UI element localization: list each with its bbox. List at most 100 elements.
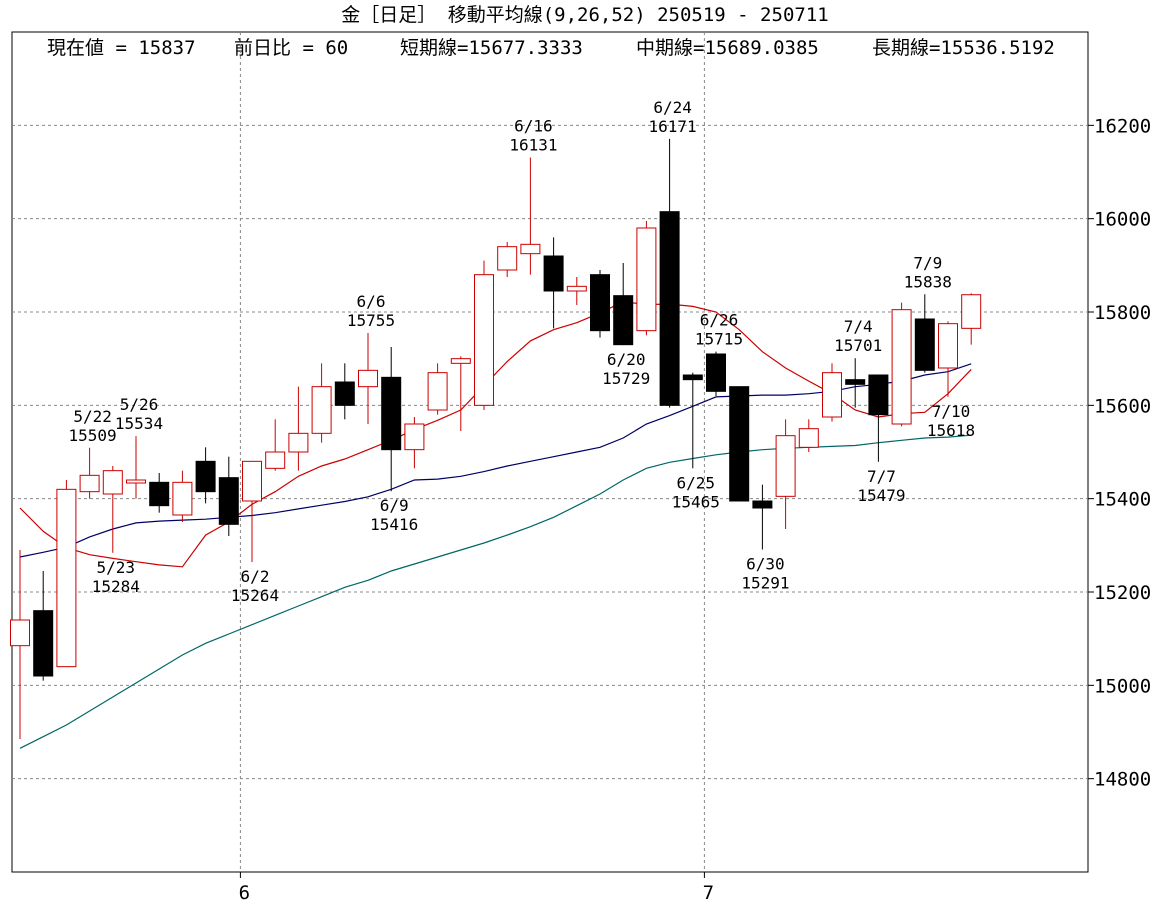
candle-body <box>961 294 982 329</box>
candle <box>172 470 193 522</box>
candle <box>590 270 610 338</box>
candle <box>497 242 518 277</box>
candle-body <box>659 211 680 406</box>
annotation-date: 6/26 <box>700 311 739 330</box>
candle <box>706 351 726 396</box>
annotation-value: 15291 <box>741 574 789 593</box>
annotation-value: 16131 <box>509 136 557 155</box>
annotation-date: 6/25 <box>677 473 716 492</box>
candle-body <box>543 255 564 292</box>
annotation-date: 6/6 <box>357 292 386 311</box>
candle-body <box>868 374 889 416</box>
y-tick-label: 15000 <box>1094 675 1151 697</box>
candle <box>79 447 100 499</box>
candle <box>938 321 958 397</box>
candle <box>474 260 494 410</box>
annotation-date: 5/26 <box>120 395 159 414</box>
annotation-value: 15838 <box>904 272 952 291</box>
annotation-value: 15264 <box>231 586 279 605</box>
candle-body <box>334 381 355 406</box>
candle-body <box>729 386 750 502</box>
y-tick-label: 16000 <box>1094 209 1151 231</box>
long-ma-label: 長期線=15536.5192 <box>872 37 1055 59</box>
candle-body <box>79 474 100 493</box>
candle-body <box>636 227 657 332</box>
candle-body <box>450 358 471 364</box>
candle <box>381 347 402 492</box>
candle <box>265 419 286 471</box>
annotation-date: 6/30 <box>746 555 785 574</box>
y-tick-label: 14800 <box>1094 769 1151 791</box>
candle <box>288 386 309 471</box>
candle <box>775 419 796 529</box>
candle <box>891 302 912 427</box>
candle <box>845 358 866 408</box>
candle-body <box>218 477 239 525</box>
annotation-value: 16171 <box>649 117 697 136</box>
candle <box>752 484 773 550</box>
grid <box>12 32 1088 872</box>
candle-body <box>56 488 77 668</box>
candle <box>149 473 170 513</box>
annotations: 5/22155095/23152845/26155346/2152646/615… <box>69 98 976 605</box>
annotation-date: 7/7 <box>867 467 896 486</box>
candle-body <box>265 451 286 469</box>
annotation-value: 15715 <box>695 330 743 349</box>
annotation-value: 15618 <box>927 421 975 440</box>
annotation-date: 6/24 <box>653 98 692 117</box>
candle <box>682 372 703 469</box>
candle <box>358 333 378 424</box>
annotation-value: 15284 <box>92 577 140 596</box>
candle <box>520 157 541 275</box>
candles <box>10 138 982 739</box>
candle <box>914 294 935 373</box>
annotation-value: 15479 <box>857 486 905 505</box>
candle <box>33 571 54 681</box>
candle-body <box>126 479 146 484</box>
candle-body <box>427 372 448 411</box>
candle-body <box>381 376 402 451</box>
candle-body <box>775 435 796 497</box>
annotation-date: 6/2 <box>241 567 270 586</box>
x-tick-label: 7 <box>703 882 714 902</box>
y-tick-label: 15200 <box>1094 582 1151 604</box>
candle-body <box>33 610 54 677</box>
annotation-date: 6/16 <box>514 117 553 136</box>
annotation-date: 5/22 <box>73 407 112 426</box>
y-tick-label: 15400 <box>1094 489 1151 511</box>
candle-body <box>566 285 587 292</box>
candle <box>102 466 123 553</box>
annotation-date: 7/4 <box>844 317 873 336</box>
candle-body <box>613 295 634 346</box>
moving-averages <box>19 301 972 749</box>
candle-body <box>404 423 425 451</box>
candle <box>961 293 982 345</box>
annotation-value: 15465 <box>672 492 720 511</box>
candle-body <box>682 374 703 381</box>
annotation-value: 15509 <box>69 426 117 445</box>
candle-body <box>102 470 123 495</box>
candle-body <box>288 432 309 453</box>
candle-body <box>891 309 912 425</box>
candle <box>798 419 819 452</box>
candle <box>566 277 587 305</box>
candle-body <box>149 481 170 507</box>
annotation-date: 5/23 <box>97 558 136 577</box>
candle <box>636 221 657 336</box>
y-tick-label: 15600 <box>1094 395 1151 417</box>
candle-body <box>845 379 866 385</box>
short-ma-line <box>19 301 972 568</box>
y-tick-label: 15800 <box>1094 302 1151 324</box>
current-price-label: 現在値 = 15837 <box>47 37 196 59</box>
change-label: 前日比 = 60 <box>234 37 348 59</box>
annotation-value: 15701 <box>834 336 882 355</box>
candle-body <box>497 246 518 271</box>
candle <box>427 363 448 415</box>
mid-ma-label: 中期線=15689.0385 <box>636 37 819 59</box>
y-tick-label: 16200 <box>1094 115 1151 137</box>
candle <box>613 263 634 346</box>
annotation-date: 7/9 <box>913 253 942 272</box>
annotation-value: 15416 <box>370 515 418 534</box>
annotation-date: 7/10 <box>932 402 971 421</box>
